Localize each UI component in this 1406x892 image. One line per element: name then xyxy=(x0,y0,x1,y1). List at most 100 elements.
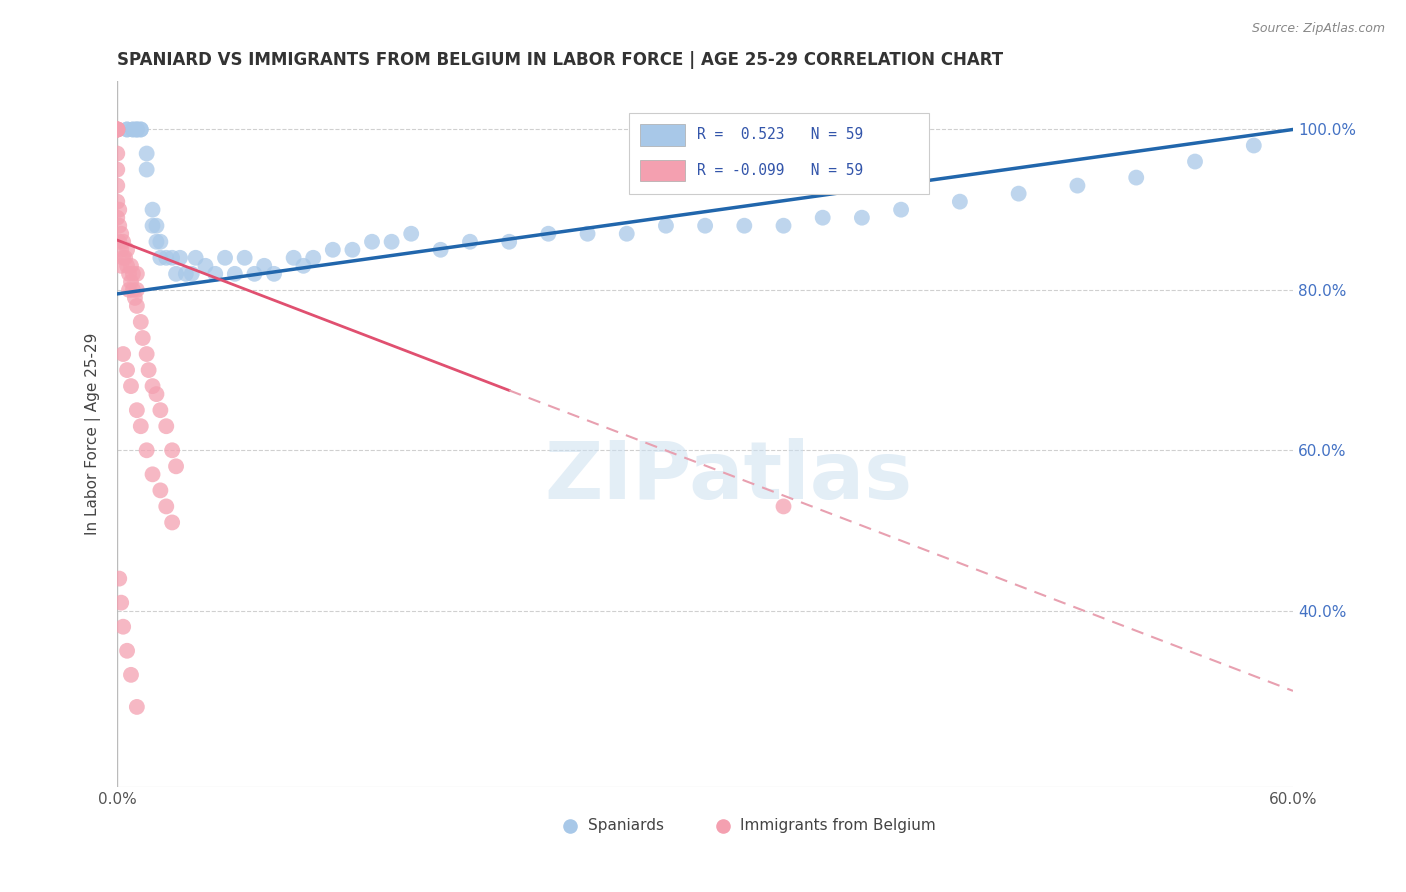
Point xyxy=(180,267,202,281)
Text: SPANIARD VS IMMIGRANTS FROM BELGIUM IN LABOR FORCE | AGE 25-29 CORRELATION CHART: SPANIARD VS IMMIGRANTS FROM BELGIUM IN L… xyxy=(117,51,1004,69)
Point xyxy=(110,259,132,273)
Point xyxy=(112,251,135,265)
Point xyxy=(105,146,128,161)
Text: R =  0.523   N = 59: R = 0.523 N = 59 xyxy=(697,128,863,143)
Point xyxy=(165,267,187,281)
Point xyxy=(105,178,128,193)
Point xyxy=(429,243,451,257)
Point xyxy=(138,363,160,377)
Point xyxy=(399,227,422,241)
Point xyxy=(105,122,128,136)
Point xyxy=(120,379,142,393)
Point xyxy=(224,267,246,281)
Point xyxy=(115,243,138,257)
Text: R = -0.099   N = 59: R = -0.099 N = 59 xyxy=(697,162,863,178)
Point xyxy=(811,211,834,225)
Point xyxy=(1243,138,1265,153)
Point xyxy=(155,500,177,514)
Point xyxy=(108,572,131,586)
Text: Source: ZipAtlas.com: Source: ZipAtlas.com xyxy=(1251,22,1385,36)
Point xyxy=(125,122,148,136)
Text: ZIPatlas: ZIPatlas xyxy=(544,438,912,516)
Point xyxy=(120,668,142,682)
Point xyxy=(458,235,481,249)
Point xyxy=(122,283,145,297)
Point xyxy=(105,122,128,136)
Point xyxy=(381,235,404,249)
Point xyxy=(194,259,217,273)
Point xyxy=(576,227,599,241)
Point xyxy=(537,227,560,241)
Point xyxy=(125,267,148,281)
Point xyxy=(110,243,132,257)
Point xyxy=(125,122,148,136)
Point xyxy=(149,403,172,417)
Point xyxy=(125,122,148,136)
Point xyxy=(1008,186,1031,201)
Point xyxy=(105,122,128,136)
Point xyxy=(125,299,148,313)
Point xyxy=(118,283,141,297)
Point xyxy=(118,267,141,281)
Point xyxy=(108,202,131,217)
Point xyxy=(890,202,912,217)
Point xyxy=(105,122,128,136)
Point xyxy=(233,251,256,265)
Point xyxy=(115,122,138,136)
Point xyxy=(105,194,128,209)
Point xyxy=(145,219,167,233)
Point xyxy=(160,516,183,530)
Point xyxy=(149,235,172,249)
Point xyxy=(214,251,236,265)
Point xyxy=(135,443,157,458)
Point xyxy=(129,122,152,136)
Point xyxy=(160,443,183,458)
Point xyxy=(135,162,157,177)
Point xyxy=(342,243,364,257)
Point xyxy=(115,363,138,377)
Point xyxy=(1125,170,1147,185)
Point xyxy=(115,259,138,273)
Point xyxy=(122,122,145,136)
Point xyxy=(498,235,520,249)
Point xyxy=(115,122,138,136)
Point xyxy=(125,700,148,714)
Point xyxy=(135,146,157,161)
Point xyxy=(114,251,136,265)
Point xyxy=(105,122,128,136)
Point xyxy=(149,483,172,498)
Point xyxy=(302,251,325,265)
Point xyxy=(733,219,755,233)
Point xyxy=(135,347,157,361)
Point xyxy=(105,122,128,136)
Point xyxy=(160,251,183,265)
Point xyxy=(110,227,132,241)
FancyBboxPatch shape xyxy=(628,113,928,194)
Point xyxy=(122,122,145,136)
Point xyxy=(141,379,163,393)
Point xyxy=(283,251,305,265)
Point xyxy=(120,275,142,289)
Point xyxy=(108,235,131,249)
Point xyxy=(772,500,794,514)
Point xyxy=(141,219,163,233)
Text: Spaniards: Spaniards xyxy=(588,819,664,833)
Point xyxy=(184,251,207,265)
Point xyxy=(141,467,163,482)
Point xyxy=(165,459,187,474)
Point xyxy=(1066,178,1088,193)
Point xyxy=(125,283,148,297)
FancyBboxPatch shape xyxy=(641,124,685,145)
Point xyxy=(145,235,167,249)
Point xyxy=(243,267,266,281)
Point xyxy=(169,251,191,265)
Point xyxy=(695,219,717,233)
Point xyxy=(772,219,794,233)
Y-axis label: In Labor Force | Age 25-29: In Labor Force | Age 25-29 xyxy=(86,333,101,535)
Point xyxy=(145,387,167,401)
Point xyxy=(949,194,972,209)
Point xyxy=(112,235,135,249)
Point xyxy=(129,315,152,329)
Point xyxy=(125,403,148,417)
Text: Immigrants from Belgium: Immigrants from Belgium xyxy=(741,819,936,833)
